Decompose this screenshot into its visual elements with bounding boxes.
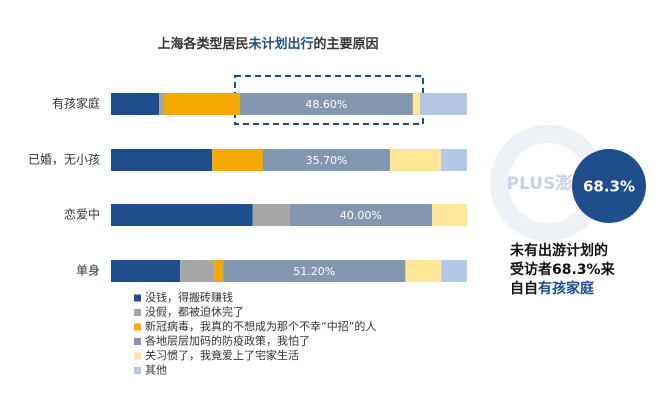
title-part: 上海各类型居民 <box>157 36 248 52</box>
value-label: 51.20% <box>293 265 335 278</box>
bar-segment <box>212 149 264 171</box>
legend-swatch <box>134 294 141 302</box>
bar-segment <box>159 93 165 115</box>
legend-swatch <box>134 338 141 345</box>
legend-label: 新冠病毒，我真的不想成为那个不幸“中招”的人 <box>145 319 376 333</box>
chart-title: 上海各类型居民未计划出行的主要原因 <box>157 36 378 52</box>
title-part: 的主要原因 <box>314 36 379 52</box>
bar-segment <box>412 93 421 115</box>
legend-label: 没钱，得搬砖赚钱 <box>145 290 233 304</box>
bar-segment <box>180 260 215 282</box>
bar-segment <box>441 260 467 282</box>
callout-hole <box>508 143 588 223</box>
category-label: 单身 <box>76 263 100 278</box>
legend-label: 其他 <box>145 364 167 377</box>
legend-label: 没假，都被迫休完了 <box>145 305 244 319</box>
legend-swatch <box>134 352 141 360</box>
value-label: 35.70% <box>306 154 348 167</box>
bar-segment <box>214 260 224 282</box>
callout-last-line: 自自有孩家庭 <box>510 280 595 297</box>
bar-segment <box>441 149 467 171</box>
callout-text: 受访者68.3%来 <box>510 261 616 278</box>
bar-segment <box>164 93 240 115</box>
watermark: PLUS澎湃 <box>507 173 590 194</box>
bar-segment <box>420 93 467 115</box>
callout-text: 未有出游计划的 <box>510 242 608 259</box>
legend-swatch <box>134 367 141 374</box>
bar-segment <box>111 149 213 171</box>
bar-segment <box>239 93 413 115</box>
callout-badge <box>572 149 646 223</box>
bar-segment <box>111 93 160 115</box>
bar-segment <box>111 204 253 226</box>
bar-segment <box>405 260 442 282</box>
callout-highlight: 有孩家庭 <box>538 280 595 297</box>
value-label: 40.00% <box>340 209 382 222</box>
bar-segment <box>390 149 442 171</box>
legend-swatch <box>134 323 141 331</box>
category-label: 有孩家庭 <box>52 96 100 111</box>
legend-label: 各地层层加码的防疫政策，我怕了 <box>145 334 310 348</box>
bar-segment <box>223 260 406 282</box>
callout-text: 自 <box>524 280 538 297</box>
bar-segment <box>432 204 467 226</box>
category-label: 恋爱中 <box>64 207 100 222</box>
value-label: 48.60% <box>305 98 347 111</box>
bar-segment <box>111 260 181 282</box>
bar-segment <box>252 204 290 226</box>
legend-swatch <box>134 309 141 316</box>
category-label: 已婚，无小孩 <box>28 153 100 167</box>
bar-segment <box>289 204 433 226</box>
legend-label: 关习惯了，我竟爱上了宅家生活 <box>145 348 299 362</box>
bar-segment <box>263 149 391 171</box>
title-highlight: 未计划出行 <box>247 36 313 52</box>
callout-value: 68.3% <box>583 178 635 196</box>
